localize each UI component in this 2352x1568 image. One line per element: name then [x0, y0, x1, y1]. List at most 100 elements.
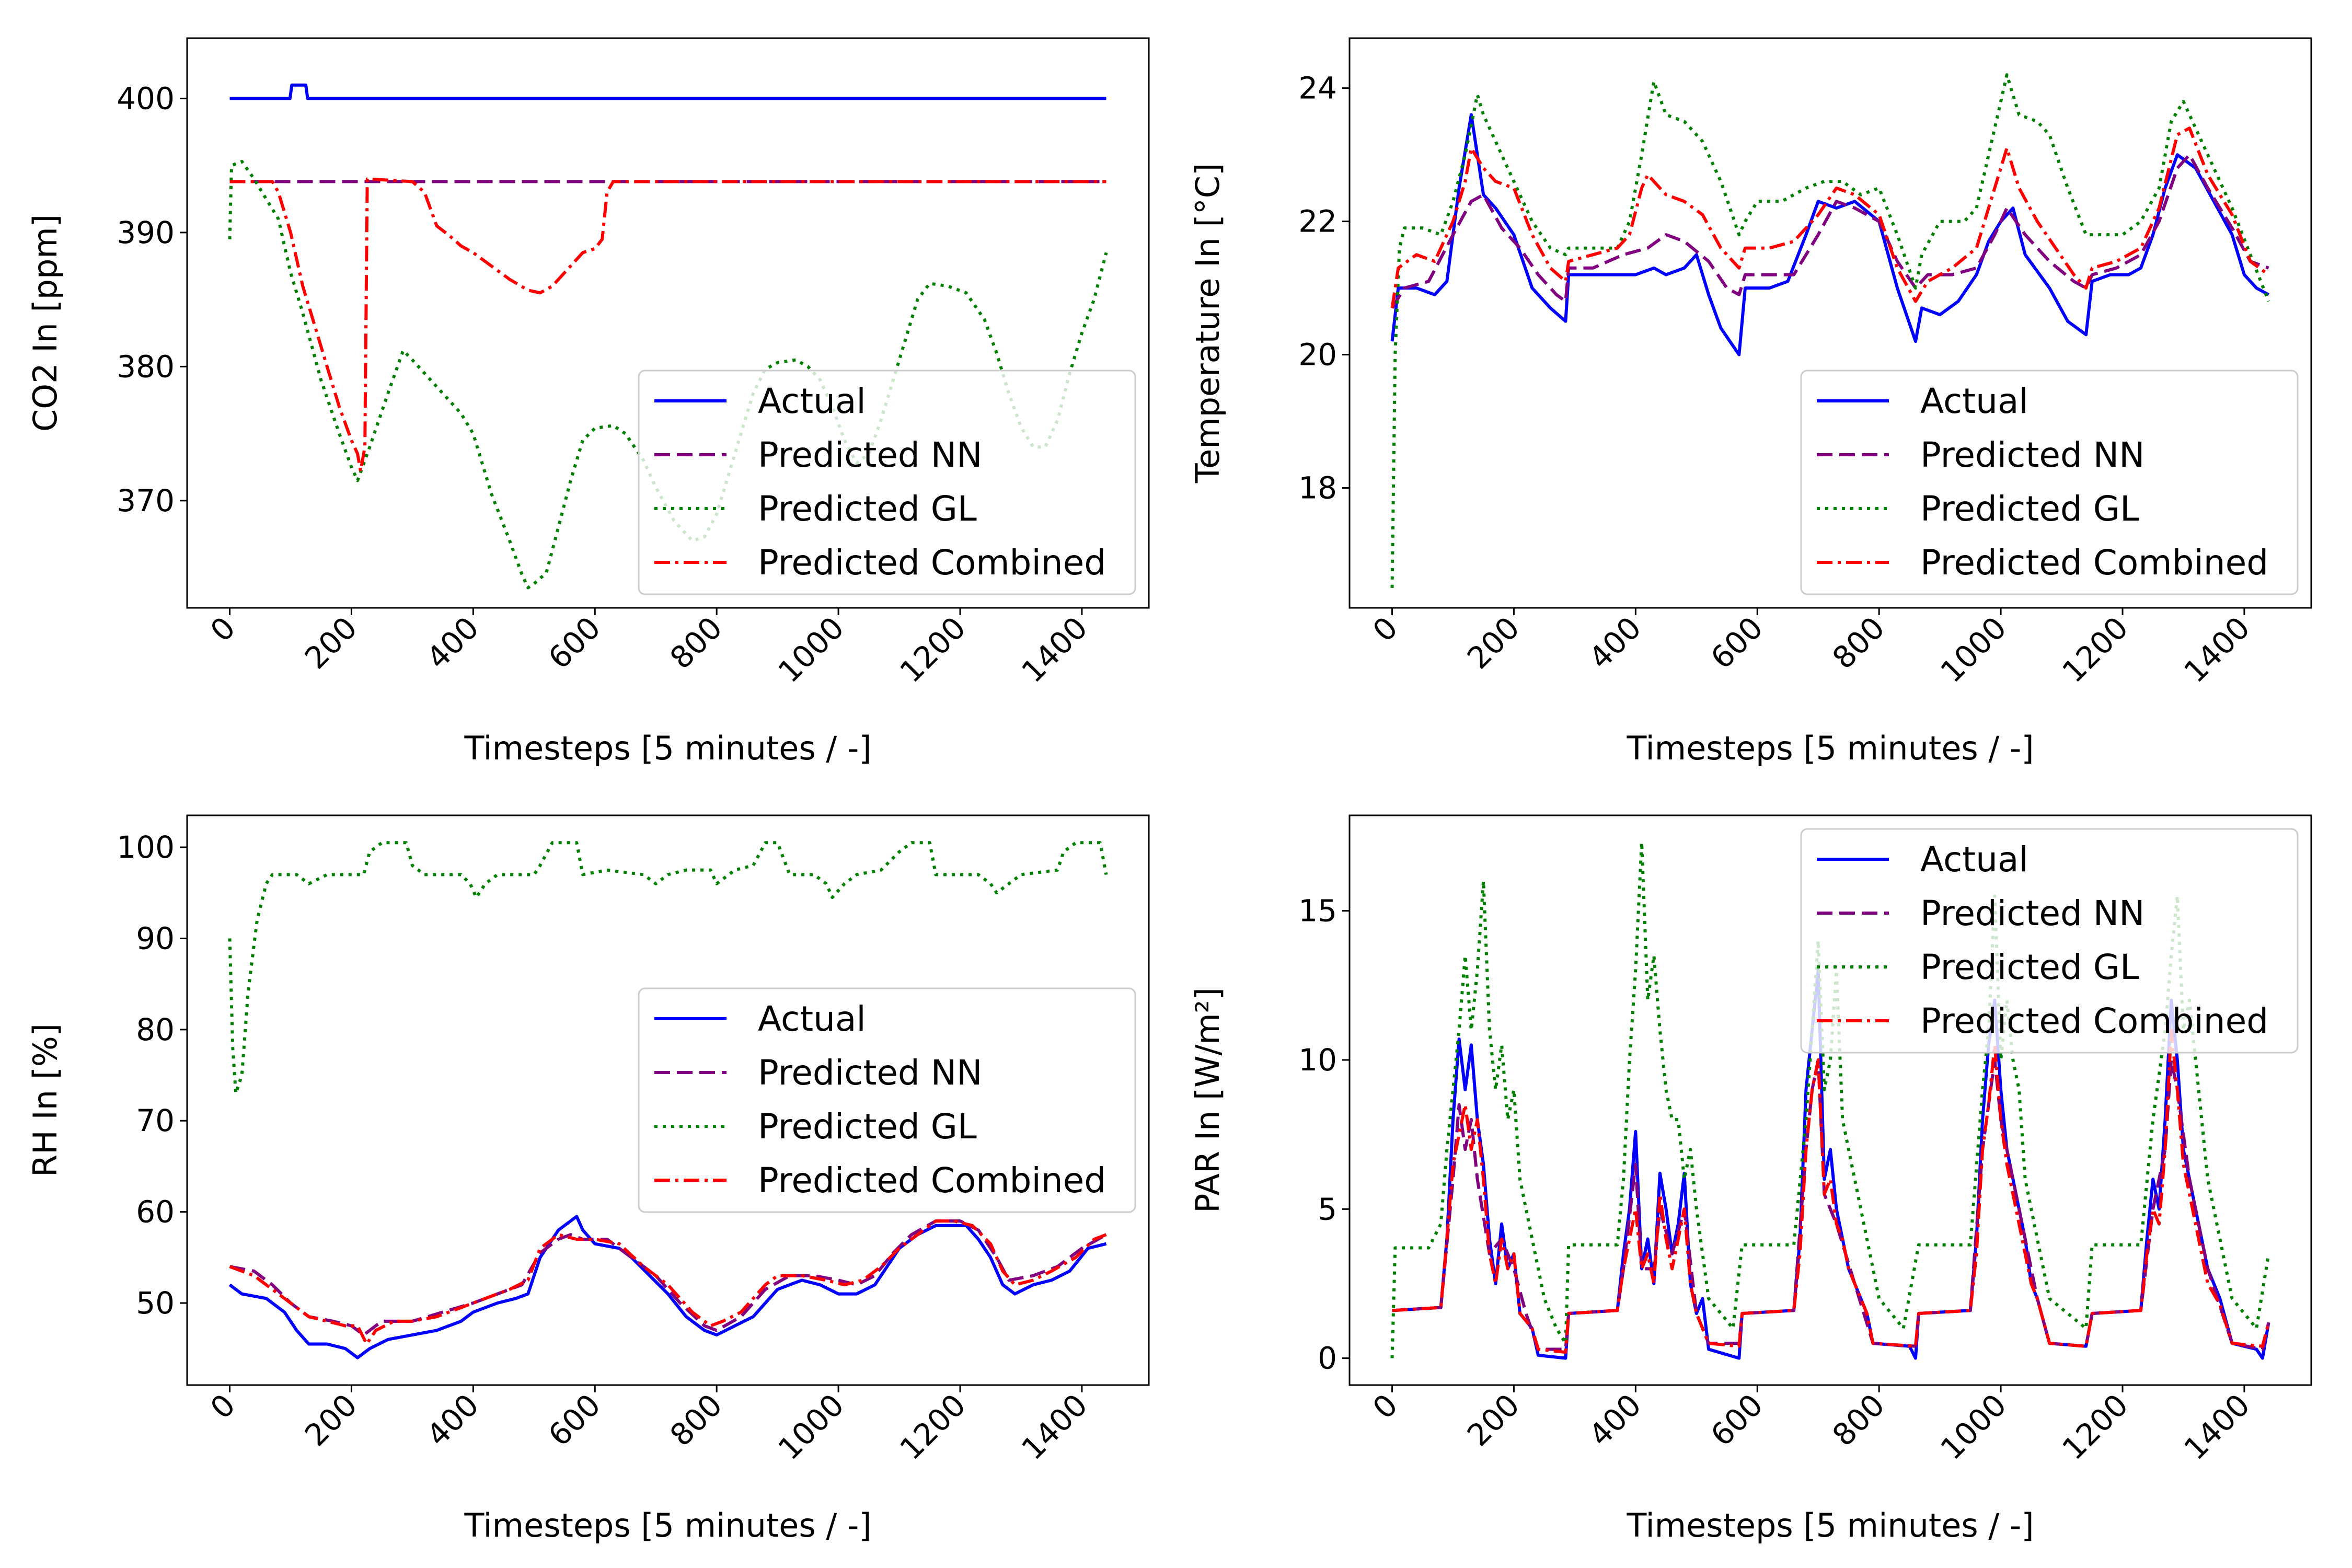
y-tick-label: 80	[136, 1012, 175, 1047]
y-tick-label: 60	[136, 1194, 175, 1230]
chart-panel-1: 0 200 400 600 800 1000 1200 1400 370 380 390 400 Tim…	[26, 37, 1150, 767]
x-tick-label: 1400	[2177, 610, 2256, 689]
series-line-predicted-gl	[228, 841, 1108, 1095]
legend-label: Actual	[758, 381, 866, 421]
x-tick-label: 1400	[1014, 610, 1094, 689]
legend-label: Predicted Combined	[1920, 1001, 2268, 1041]
x-tick-label: 1200	[893, 610, 972, 689]
legend-label: Actual	[758, 999, 866, 1039]
y-tick-label: 50	[136, 1285, 175, 1321]
x-tick-label: 1000	[771, 610, 851, 689]
legend-box	[1800, 370, 2299, 595]
y-axis-label: CO2 In [ppm]	[26, 214, 64, 432]
x-tick-label: 200	[298, 610, 364, 676]
legend-label: Actual	[1920, 839, 2028, 880]
x-axis-label: Timesteps [5 minutes / -]	[464, 729, 871, 767]
legend-label: Predicted GL	[758, 1106, 977, 1147]
x-tick-label: 1200	[2055, 610, 2135, 689]
series-line-predicted-gl	[1390, 73, 2270, 588]
y-tick-label: 100	[117, 829, 175, 865]
x-tick-label: 400	[1582, 1387, 1648, 1453]
y-tick-label: 390	[117, 215, 175, 250]
legend: Actual Predicted NN Predicted GL Predicted …	[1800, 828, 2299, 1054]
x-tick-label: 200	[298, 1387, 364, 1453]
legend-label: Predicted Combined	[1920, 543, 2268, 583]
series-line-actual	[229, 83, 1106, 100]
legend-label: Predicted Combined	[758, 1160, 1106, 1201]
y-tick-label: 20	[1298, 337, 1337, 373]
legend-label: Predicted NN	[1920, 893, 2145, 933]
series-group	[1390, 840, 2270, 1360]
legend-box	[638, 987, 1136, 1213]
series-line-predicted-nn	[1390, 153, 2269, 309]
y-tick-label: 22	[1298, 204, 1337, 239]
legend-label: Actual	[1920, 381, 2028, 421]
x-tick-label: 1000	[771, 1387, 851, 1467]
y-tick-label: 0	[1318, 1341, 1337, 1376]
y-axis-label: PAR In [W/m²]	[1189, 987, 1227, 1213]
y-tick-label: 5	[1318, 1191, 1337, 1227]
series-line-actual	[1390, 113, 2269, 356]
series-line-predicted-combined	[1392, 1028, 2270, 1354]
x-tick-label: 800	[1826, 1387, 1892, 1453]
plot-frame	[186, 814, 1150, 1386]
x-tick-label: 600	[541, 1387, 607, 1453]
chart-panel-4: 0 200 400 600 800 1000 1200 1400 0 5 10 15 Timesteps…	[1189, 814, 2312, 1544]
plot-frame	[1348, 37, 2312, 609]
series-line-predicted-combined	[1390, 126, 2270, 308]
x-tick-label: 1000	[1934, 1387, 2013, 1467]
x-tick-label: 1200	[2055, 1387, 2135, 1467]
y-tick-label: 15	[1298, 893, 1337, 929]
y-axis-label: RH In [%]	[26, 1023, 64, 1177]
legend-label: Predicted GL	[1920, 947, 2139, 987]
x-tick-label: 0	[1366, 1387, 1404, 1426]
y-tick-label: 24	[1298, 71, 1337, 106]
legend-label: Predicted NN	[758, 435, 983, 475]
y-tick-label: 90	[136, 920, 175, 956]
legend-label: Predicted NN	[758, 1053, 983, 1093]
x-tick-label: 800	[1826, 610, 1892, 676]
plot-frame	[186, 37, 1150, 609]
x-tick-label: 0	[1366, 610, 1404, 649]
legend-label: Predicted GL	[1920, 489, 2139, 529]
x-tick-label: 0	[203, 610, 242, 649]
legend-label: Predicted NN	[1920, 435, 2145, 475]
plot-frame	[1348, 814, 2312, 1386]
x-tick-label: 400	[1582, 610, 1648, 676]
x-axis-label: Timesteps [5 minutes / -]	[1626, 1506, 2034, 1544]
x-tick-label: 1400	[2177, 1387, 2256, 1467]
legend-box	[1800, 828, 2299, 1054]
x-tick-label: 400	[420, 610, 486, 676]
series-line-predicted-combined	[229, 1219, 1107, 1346]
x-tick-label: 1400	[1014, 1387, 1094, 1467]
x-tick-label: 600	[1704, 610, 1770, 676]
x-tick-label: 800	[663, 1387, 729, 1453]
x-tick-label: 600	[1704, 1387, 1770, 1453]
x-tick-label: 1000	[1934, 610, 2013, 689]
y-tick-label: 380	[117, 349, 175, 384]
legend: Actual Predicted NN Predicted GL Predicted …	[1800, 370, 2299, 595]
x-tick-label: 200	[1460, 610, 1526, 676]
series-line-predicted-nn	[229, 1219, 1107, 1337]
x-axis-label: Timesteps [5 minutes / -]	[1626, 729, 2034, 767]
legend-label: Predicted Combined	[758, 543, 1106, 583]
chart-panel-2: 0 200 400 600 800 1000 1200 1400 18 20 22 24 Timeste…	[1189, 37, 2312, 767]
y-axis-label: Temperature In [°C]	[1189, 163, 1227, 483]
x-tick-label: 0	[203, 1387, 242, 1426]
chart-panel-3: 0 200 400 600 800 1000 1200 1400 50 60 70 80 90 100 Ti…	[26, 814, 1150, 1544]
series-group	[1390, 73, 2270, 588]
y-tick-label: 70	[136, 1103, 175, 1138]
x-tick-label: 600	[541, 610, 607, 676]
x-tick-label: 800	[663, 610, 729, 676]
y-tick-label: 18	[1298, 470, 1337, 506]
y-tick-label: 370	[117, 483, 175, 518]
x-axis-label: Timesteps [5 minutes / -]	[464, 1506, 871, 1544]
y-tick-label: 10	[1298, 1042, 1337, 1078]
legend-box	[638, 370, 1136, 595]
legend: Actual Predicted NN Predicted GL Predicted …	[638, 987, 1136, 1213]
x-tick-label: 1200	[893, 1387, 972, 1467]
series-line-predicted-combined	[229, 177, 1106, 473]
y-tick-label: 400	[117, 80, 175, 116]
series-group	[228, 841, 1108, 1359]
